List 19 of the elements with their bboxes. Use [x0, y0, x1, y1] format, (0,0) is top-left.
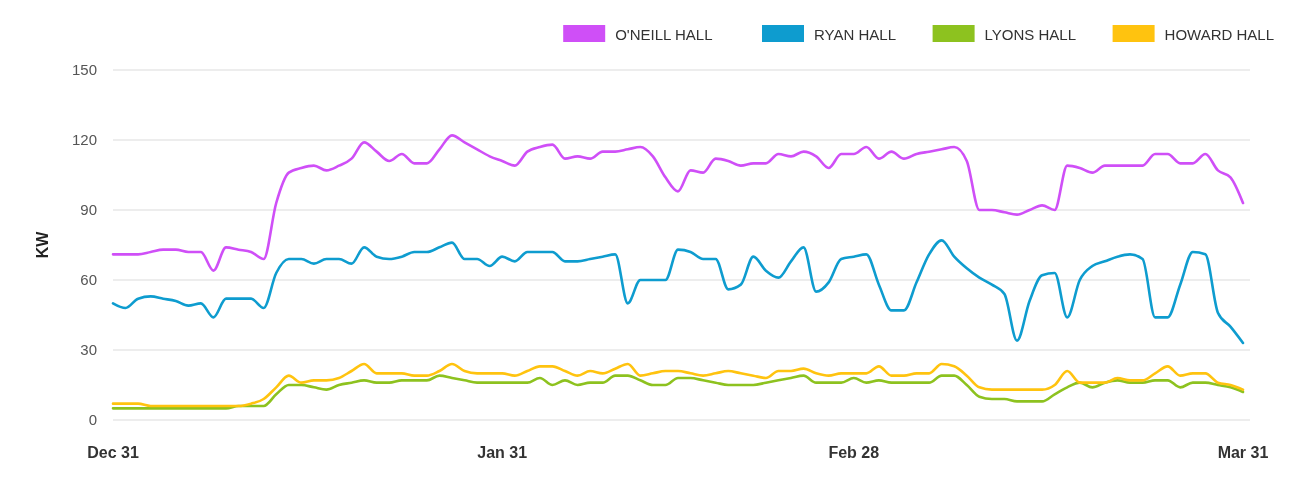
x-tick-label: Jan 31: [477, 443, 528, 461]
x-tick-label: Dec 31: [87, 443, 139, 461]
y-tick-label: 150: [71, 61, 97, 78]
y-tick-label: 120: [71, 131, 97, 148]
legend-label: HOWARD HALL: [1164, 25, 1275, 43]
legend-label: O'NEILL HALL: [615, 25, 713, 43]
line-series: [111, 374, 1245, 410]
line-series: [111, 362, 1245, 408]
legend-label: LYONS HALL: [984, 25, 1077, 43]
y-tick-label: 30: [80, 341, 97, 358]
line-series: [111, 134, 1245, 272]
line-series: [111, 239, 1245, 345]
x-tick-label: Feb 28: [828, 443, 880, 461]
y-tick-label: 90: [80, 201, 97, 218]
x-tick-label: Mar 31: [1217, 443, 1269, 461]
y-tick-label: 60: [80, 271, 97, 288]
legend-label: RYAN HALL: [814, 25, 896, 43]
y-axis-title: KW: [33, 230, 51, 259]
y-tick-label: 0: [88, 411, 97, 428]
